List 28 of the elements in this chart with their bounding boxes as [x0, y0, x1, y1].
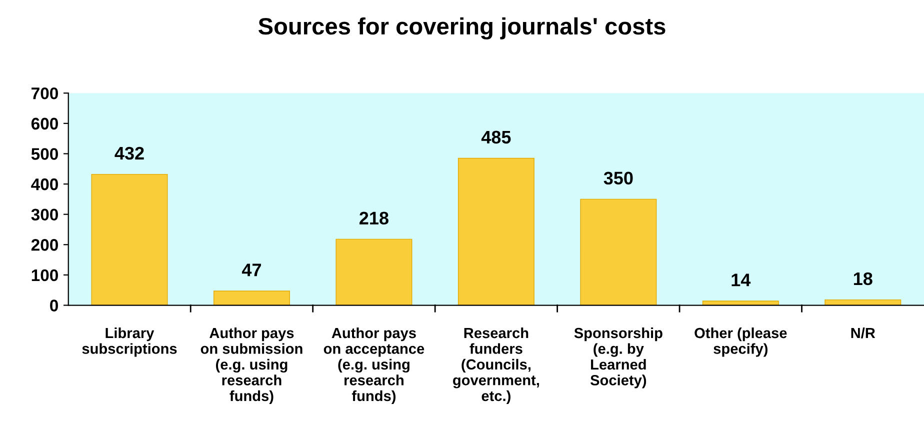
- bar: [213, 290, 290, 306]
- x-tick-label: Research funders (Councils, government, etc.): [453, 327, 539, 404]
- x-tick-label: Library subscriptions: [82, 327, 177, 357]
- x-tick-label: Author pays on acceptance (e.g. using research funds): [324, 327, 424, 404]
- y-tick-label: 400: [31, 178, 58, 190]
- bar: [580, 198, 657, 306]
- y-tick-label: 200: [31, 239, 58, 251]
- y-tick-label: 500: [31, 148, 58, 160]
- chart-title: Sources for covering journals' costs: [258, 17, 666, 40]
- y-tick-label: 100: [32, 269, 58, 282]
- x-tick-label: Author pays on submission (e.g. using research funds): [200, 327, 302, 404]
- y-tick-label: 300: [31, 208, 58, 221]
- data-label: 47: [242, 264, 261, 276]
- x-tick-label: N/R: [851, 327, 876, 338]
- data-label: 218: [360, 212, 388, 225]
- y-tick-label: 600: [31, 118, 58, 130]
- data-label: 485: [481, 130, 511, 144]
- x-tick-label: Sponsorship (e.g. by Learned Society): [574, 327, 662, 388]
- bar: [458, 158, 534, 306]
- y-tick-label: 0: [50, 300, 58, 312]
- x-tick-label: Other (please specify): [694, 327, 787, 357]
- data-label: 432: [114, 146, 144, 160]
- data-label: 18: [854, 272, 872, 286]
- data-label: 350: [604, 172, 633, 185]
- data-label: 14: [732, 274, 751, 286]
- bar: [91, 174, 168, 306]
- bar: [336, 238, 412, 306]
- y-tick-label: 700: [32, 87, 58, 100]
